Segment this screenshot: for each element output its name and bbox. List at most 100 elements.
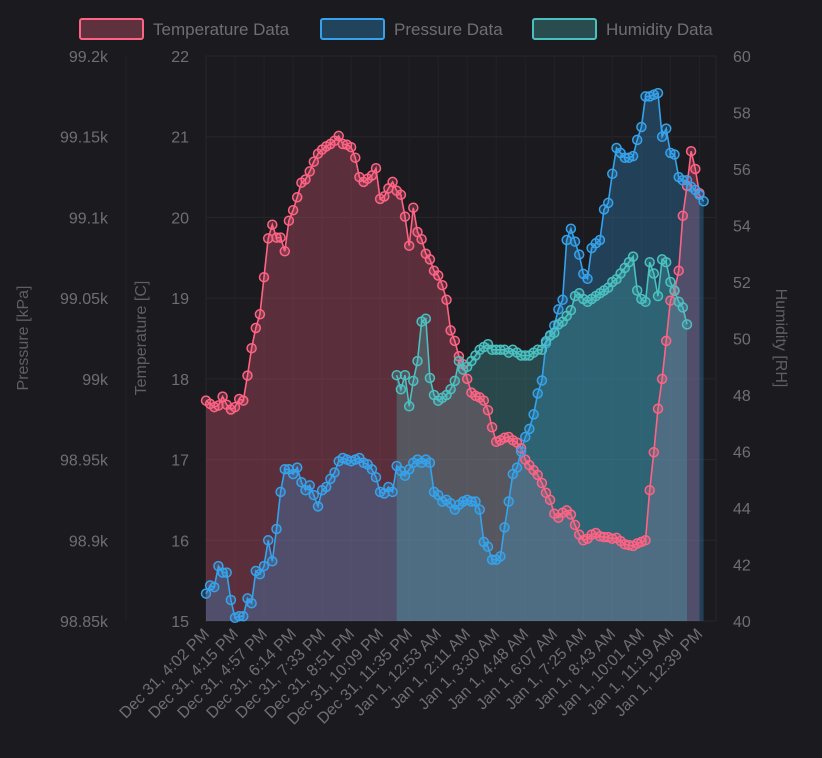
pressure-point[interactable] — [582, 273, 593, 285]
temperature-point[interactable] — [370, 162, 382, 174]
temperature-point[interactable] — [403, 240, 415, 251]
pressure-point[interactable] — [225, 594, 237, 606]
pressure-point[interactable] — [561, 234, 572, 246]
temperature-point[interactable] — [300, 174, 311, 185]
pressure-point[interactable] — [209, 581, 220, 593]
humidity-point[interactable] — [420, 313, 432, 324]
temperature-point[interactable] — [416, 233, 427, 245]
humidity-point[interactable] — [424, 372, 436, 384]
pressure-point[interactable] — [503, 496, 514, 507]
temperature-point[interactable] — [644, 484, 655, 496]
temperature-point[interactable] — [437, 279, 448, 291]
pressure-point[interactable] — [656, 131, 668, 142]
pressure-point[interactable] — [254, 568, 266, 580]
temperature-point[interactable] — [287, 204, 299, 216]
temperature-point[interactable] — [254, 309, 266, 320]
pressure-point[interactable] — [660, 123, 672, 134]
temperature-point[interactable] — [246, 342, 257, 354]
pressure-point[interactable] — [312, 501, 324, 512]
pressure-point[interactable] — [470, 496, 481, 507]
temperature-point[interactable] — [515, 443, 527, 454]
temperature-point[interactable] — [652, 403, 664, 414]
humidity-point[interactable] — [399, 369, 411, 381]
temperature-point[interactable] — [258, 271, 270, 283]
humidity-point[interactable] — [665, 276, 676, 288]
temperature-point[interactable] — [408, 202, 419, 213]
pressure-point[interactable] — [528, 409, 539, 420]
pressure-point[interactable] — [520, 431, 531, 443]
pressure-point[interactable] — [495, 551, 506, 562]
temperature-point[interactable] — [665, 295, 676, 306]
temperature-point[interactable] — [640, 535, 651, 546]
pressure-point[interactable] — [557, 294, 568, 306]
temperature-point[interactable] — [238, 395, 249, 406]
pressure-point[interactable] — [482, 541, 494, 552]
temperature-point[interactable] — [532, 469, 543, 481]
pressure-point[interactable] — [200, 588, 212, 599]
pressure-point[interactable] — [275, 486, 286, 498]
humidity-point[interactable] — [412, 355, 423, 367]
pressure-point[interactable] — [553, 304, 564, 315]
temperature-point[interactable] — [461, 373, 473, 385]
temperature-point[interactable] — [308, 156, 320, 167]
pressure-point[interactable] — [536, 375, 548, 386]
legend-item-temperature[interactable]: Temperature Data — [79, 18, 290, 40]
humidity-point[interactable] — [669, 285, 680, 296]
pressure-point[interactable] — [573, 249, 585, 260]
temperature-point[interactable] — [445, 325, 456, 336]
temperature-point[interactable] — [424, 254, 436, 265]
humidity-point[interactable] — [395, 384, 407, 395]
pressure-point[interactable] — [221, 567, 232, 578]
temperature-point[interactable] — [478, 395, 490, 406]
pressure-point[interactable] — [308, 489, 320, 501]
humidity-point[interactable] — [652, 290, 664, 302]
temperature-point[interactable] — [229, 401, 241, 413]
temperature-point[interactable] — [441, 294, 452, 306]
temperature-point[interactable] — [304, 166, 315, 177]
pressure-point[interactable] — [370, 472, 382, 483]
temperature-point[interactable] — [275, 232, 286, 243]
pressure-point[interactable] — [329, 467, 340, 478]
pressure-point[interactable] — [636, 121, 647, 133]
humidity-point[interactable] — [660, 256, 672, 268]
temperature-point[interactable] — [449, 335, 461, 347]
pressure-point[interactable] — [515, 446, 527, 457]
pressure-point[interactable] — [602, 197, 614, 209]
humidity-point[interactable] — [565, 305, 577, 316]
temperature-point[interactable] — [432, 270, 444, 281]
pressure-point[interactable] — [262, 535, 274, 546]
legend-item-pressure[interactable]: Pressure Data — [320, 18, 503, 40]
pressure-point[interactable] — [387, 486, 398, 498]
pressure-point[interactable] — [424, 457, 436, 469]
humidity-point[interactable] — [449, 375, 461, 387]
temperature-point[interactable] — [482, 405, 494, 416]
temperature-point[interactable] — [544, 494, 556, 506]
temperature-point[interactable] — [217, 391, 228, 402]
pressure-point[interactable] — [291, 462, 303, 473]
humidity-point[interactable] — [648, 268, 660, 279]
temperature-point[interactable] — [399, 211, 411, 222]
pressure-point[interactable] — [652, 87, 664, 99]
pressure-point[interactable] — [474, 504, 485, 515]
pressure-point[interactable] — [304, 480, 315, 491]
temperature-point[interactable] — [291, 192, 303, 203]
humidity-point[interactable] — [631, 285, 643, 296]
pressure-point[interactable] — [511, 462, 523, 473]
pressure-point[interactable] — [320, 481, 332, 493]
pressure-point[interactable] — [627, 150, 639, 162]
humidity-point[interactable] — [453, 355, 465, 367]
pressure-point[interactable] — [238, 610, 249, 622]
temperature-point[interactable] — [279, 246, 291, 257]
temperature-point[interactable] — [486, 422, 498, 433]
pressure-point[interactable] — [271, 523, 282, 535]
temperature-point[interactable] — [283, 215, 295, 226]
humidity-point[interactable] — [549, 327, 560, 339]
temperature-point[interactable] — [673, 265, 684, 276]
humidity-point[interactable] — [640, 296, 651, 308]
temperature-point[interactable] — [395, 189, 407, 201]
humidity-point[interactable] — [445, 384, 456, 395]
temperature-point[interactable] — [345, 141, 357, 153]
humidity-point[interactable] — [644, 256, 655, 268]
pressure-point[interactable] — [669, 149, 680, 160]
temperature-point[interactable] — [648, 447, 660, 458]
